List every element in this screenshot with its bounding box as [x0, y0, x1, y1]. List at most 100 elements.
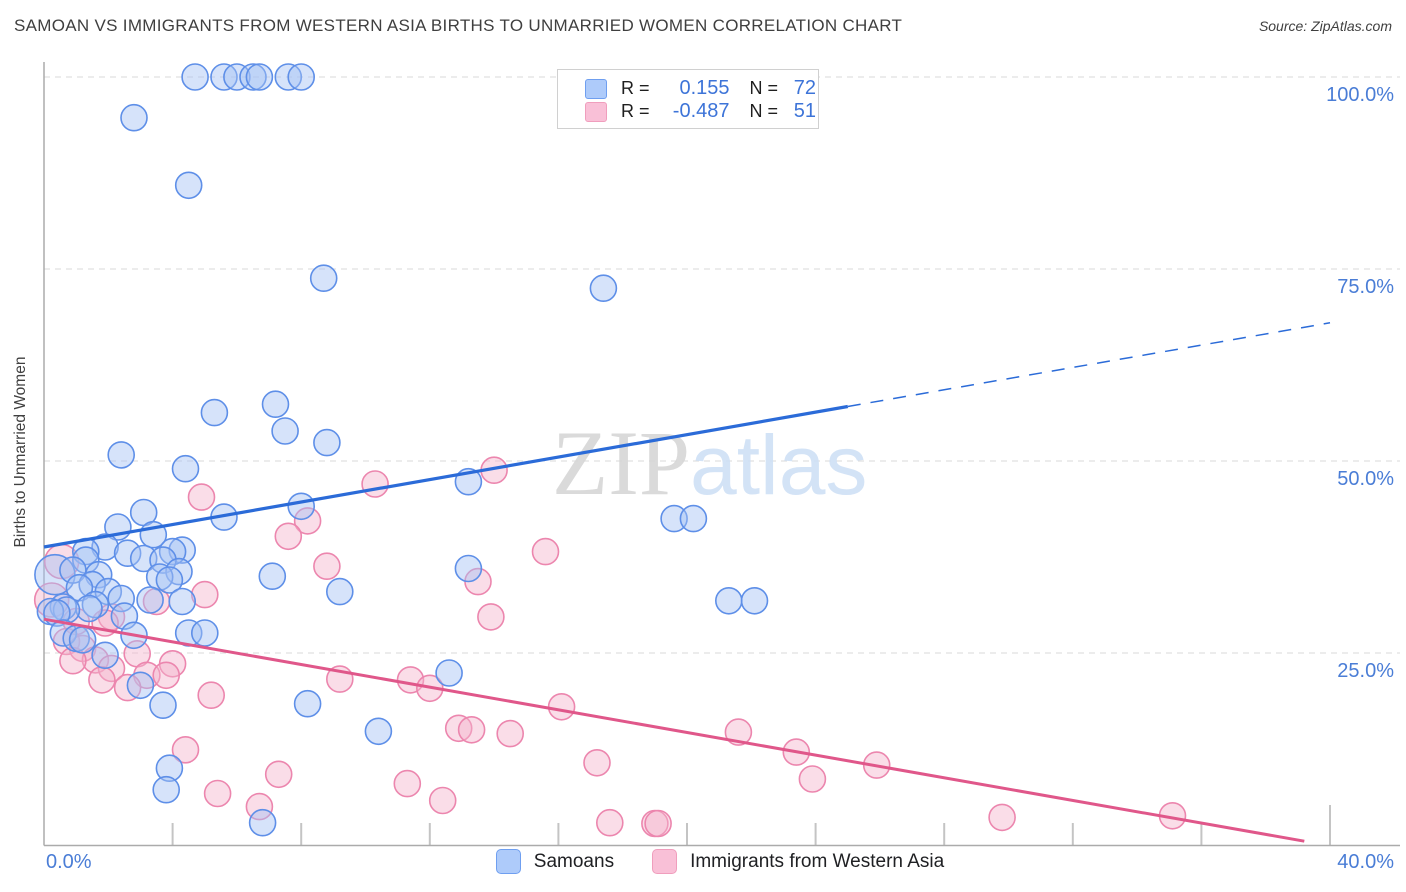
scatter-point: [435, 659, 463, 687]
y-tick-label: 100.0%: [1326, 84, 1394, 106]
scatter-point: [136, 586, 164, 614]
scatter-point: [361, 470, 389, 498]
scatter-point: [547, 692, 576, 721]
scatter-point: [107, 584, 135, 613]
scatter-point: [91, 641, 119, 670]
scatter-point: [531, 537, 560, 566]
scatter-point: [88, 666, 116, 694]
r-label: R =: [621, 78, 650, 98]
series-legend: Samoans Immigrants from Western Asia: [0, 849, 1406, 874]
scatter-point: [798, 765, 827, 793]
scatter-point: [152, 661, 180, 690]
scatter-point: [313, 428, 341, 457]
scatter-point: [155, 754, 184, 783]
n-value: 72: [793, 77, 817, 99]
page-title: SAMOAN VS IMMIGRANTS FROM WESTERN ASIA B…: [14, 16, 903, 35]
samoans-swatch-icon: [495, 849, 521, 874]
scatter-point: [145, 563, 174, 591]
scatter-point: [309, 264, 338, 293]
gridlines: [44, 76, 1400, 654]
scatter-point: [660, 504, 688, 533]
scatter-point: [364, 717, 393, 746]
immigrants-swatch-icon: [585, 101, 607, 122]
legend-item-samoans[interactable]: Samoans: [495, 849, 615, 874]
scatter-point: [679, 504, 708, 533]
y-axis-label: Births to Unmarried Women: [12, 356, 29, 548]
scatter-point: [325, 577, 354, 606]
zipatlas-watermark: ZIPatlas: [552, 412, 867, 514]
scatter-point: [313, 552, 341, 581]
scatter-point: [191, 619, 219, 647]
r-value: 0.155: [679, 77, 730, 99]
legend-item-immigrants[interactable]: Immigrants from Western Asia: [652, 849, 944, 874]
scatter-point: [258, 562, 287, 591]
scatter-point: [197, 681, 225, 710]
scatter-point: [287, 492, 316, 521]
scatter-point: [264, 760, 293, 789]
scatter-point: [171, 454, 200, 483]
scatter-point: [149, 691, 177, 720]
scatter-point: [454, 554, 483, 583]
samoans-trend-line-extension: [847, 322, 1331, 408]
scatter-point: [393, 769, 422, 798]
scatter-point: [97, 654, 126, 683]
legend-label: Immigrants from Western Asia: [690, 850, 945, 872]
source-link[interactable]: Source: ZipAtlas.com: [1258, 18, 1392, 34]
samoans-points: [34, 63, 769, 837]
immigrants-swatch-icon: [652, 849, 678, 874]
correlation-row-immigrants: R = -0.487 N = 51: [558, 100, 818, 123]
scatter-point: [293, 689, 322, 718]
x-axis-min-label: 0.0%: [46, 851, 92, 873]
x-axis-ticks: [171, 805, 1331, 845]
y-tick-label: 25.0%: [1337, 660, 1394, 682]
scatter-point: [293, 507, 322, 535]
scatter-point: [68, 626, 97, 654]
scatter-point: [113, 539, 142, 568]
scatter-point: [155, 566, 184, 594]
y-tick-label: 75.0%: [1337, 276, 1394, 298]
scatter-point: [740, 586, 769, 615]
immigrants-points: [33, 456, 1187, 838]
scatter-point: [168, 587, 196, 616]
scatter-point: [595, 808, 624, 837]
r-label: R =: [621, 101, 650, 121]
scatter-point: [589, 274, 618, 303]
scatter-point: [107, 441, 135, 469]
n-value: 51: [793, 100, 817, 122]
scatter-point: [261, 390, 290, 419]
y-tick-label: 50.0%: [1337, 468, 1394, 490]
n-label: N =: [749, 101, 779, 121]
scatter-point: [239, 63, 267, 91]
scatter-point: [181, 63, 209, 91]
scatter-point: [287, 63, 316, 91]
scatter-point: [126, 671, 155, 700]
scatter-point: [714, 586, 743, 615]
scatter-point: [477, 603, 505, 631]
legend-label: Samoans: [533, 850, 615, 872]
scatter-point: [644, 809, 672, 838]
samoans-swatch-icon: [585, 78, 607, 99]
immigrants-trend-line: [43, 617, 1305, 843]
scatter-point: [428, 786, 457, 815]
scatter-point: [274, 522, 303, 551]
scatter-point: [583, 748, 611, 777]
scatter-point: [271, 417, 299, 445]
scatter-point: [988, 803, 1016, 832]
scatter-point: [120, 103, 148, 132]
scatter-point: [75, 594, 103, 623]
scatter-point: [248, 808, 277, 837]
samoans-trend-line: [43, 404, 849, 549]
scatter-point: [203, 779, 232, 808]
r-value: -0.487: [672, 100, 730, 122]
scatter-point: [152, 775, 180, 804]
scatter-point: [724, 718, 753, 746]
scatter-point: [223, 63, 251, 91]
n-label: N =: [749, 78, 779, 98]
scatter-point: [171, 735, 200, 764]
scatter-point: [245, 63, 274, 91]
correlation-row-samoans: R = 0.155 N = 72: [558, 77, 818, 100]
scatter-point: [191, 580, 219, 609]
scatter-point: [200, 398, 229, 427]
